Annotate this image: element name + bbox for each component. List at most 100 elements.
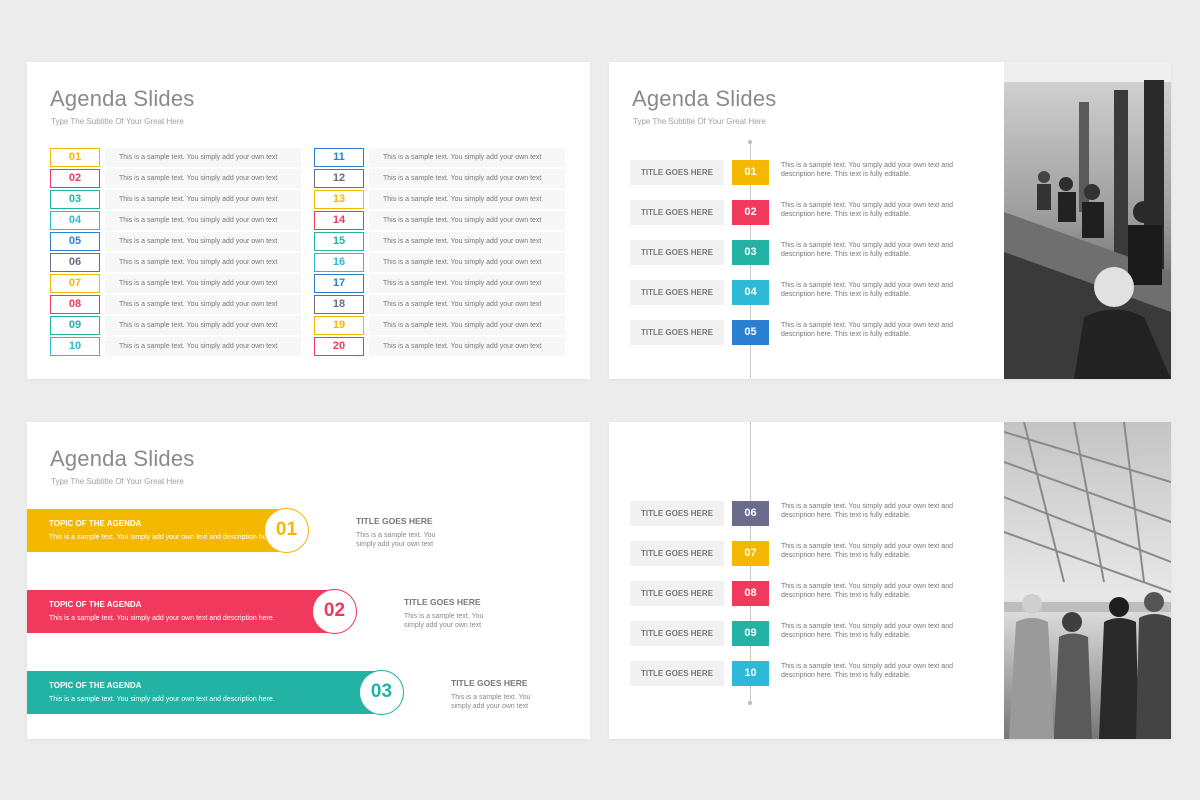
slide-subtitle: Type The Subtitle Of Your Great Here [51,477,184,486]
slide-subtitle: Type The Subtitle Of Your Great Here [633,117,766,126]
band-description: This is a sample text. You simply add yo… [49,534,275,541]
timeline-item-number: 07 [732,541,769,566]
timeline-item-number: 06 [732,501,769,526]
band-description: This is a sample text. You simply add yo… [49,615,275,622]
agenda-row: 06 This is a sample text. You simply add … [50,253,302,272]
agenda-row: 18 This is a sample text. You simply add … [314,295,566,314]
band-side-title: TITLE GOES HERE [356,516,433,526]
agenda-row: 16 This is a sample text. You simply add … [314,253,566,272]
agenda-number: 18 [314,295,364,314]
agenda-row: 19 This is a sample text. You simply add … [314,316,566,335]
slide-subtitle: Type The Subtitle Of Your Great Here [51,117,184,126]
timeline-item-title: TITLE GOES HERE [630,621,724,646]
office-photo [1004,422,1171,739]
agenda-number: 03 [50,190,100,209]
slide-agenda-bands[interactable]: Agenda Slides Type The Subtitle Of Your … [27,422,590,739]
agenda-row: 01 This is a sample text. You simply add … [50,148,302,167]
agenda-row: 15 This is a sample text. You simply add … [314,232,566,251]
agenda-row-text: This is a sample text. You simply add yo… [105,253,301,272]
agenda-number: 10 [50,337,100,356]
timeline-item-title: TITLE GOES HERE [630,200,724,225]
timeline-item-description: This is a sample text. You simply add yo… [781,623,953,639]
agenda-row: 02 This is a sample text. You simply add … [50,169,302,188]
agenda-row-text: This is a sample text. You simply add yo… [369,316,565,335]
timeline-item-number: 01 [732,160,769,185]
agenda-row: 07 This is a sample text. You simply add … [50,274,302,293]
timeline-item-description: This is a sample text. You simply add yo… [781,322,953,338]
timeline-item-description: This is a sample text. You simply add yo… [781,282,953,298]
agenda-row: 14 This is a sample text. You simply add … [314,211,566,230]
agenda-row-text: This is a sample text. You simply add yo… [369,253,565,272]
timeline-item-number: 02 [732,200,769,225]
timeline-item-description: This is a sample text. You simply add yo… [781,543,953,559]
timeline-item-description: This is a sample text. You simply add yo… [781,162,953,178]
agenda-row-text: This is a sample text. You simply add yo… [105,211,301,230]
agenda-row: 03 This is a sample text. You simply add … [50,190,302,209]
slide-agenda-timeline-2[interactable]: TITLE GOES HERE 06 This is a sample text. … [609,422,1171,739]
timeline-item-number: 08 [732,581,769,606]
slide-agenda-grid[interactable]: Agenda Slides Type The Subtitle Of Your … [27,62,590,379]
band-number-circle: 03 [359,670,404,715]
agenda-number: 04 [50,211,100,230]
agenda-number: 17 [314,274,364,293]
agenda-row: 12 This is a sample text. You simply add … [314,169,566,188]
agenda-number: 08 [50,295,100,314]
agenda-number: 13 [314,190,364,209]
agenda-topic-band: TOPIC OF THE AGENDA This is a sample text… [27,590,355,633]
agenda-number: 16 [314,253,364,272]
timeline-dot [748,140,752,144]
agenda-row: 09 This is a sample text. You simply add … [50,316,302,335]
meeting-photo-image [1004,62,1171,379]
agenda-number: 15 [314,232,364,251]
timeline-item-title: TITLE GOES HERE [630,240,724,265]
band-number-circle: 02 [312,589,357,634]
slide-title: Agenda Slides [50,446,195,471]
agenda-row: 08 This is a sample text. You simply add … [50,295,302,314]
agenda-row: 20 This is a sample text. You simply add … [314,337,566,356]
agenda-row: 05 This is a sample text. You simply add … [50,232,302,251]
band-topic-title: TOPIC OF THE AGENDA [49,681,142,690]
agenda-number: 14 [314,211,364,230]
band-side-description: This is a sample text. You simply add yo… [404,613,484,629]
timeline-item-title: TITLE GOES HERE [630,280,724,305]
agenda-number: 11 [314,148,364,167]
band-number-circle: 01 [264,508,309,553]
agenda-row-text: This is a sample text. You simply add yo… [105,274,301,293]
agenda-number: 02 [50,169,100,188]
agenda-row-text: This is a sample text. You simply add yo… [369,274,565,293]
timeline-item-number: 09 [732,621,769,646]
agenda-row: 11 This is a sample text. You simply add … [314,148,566,167]
agenda-row-text: This is a sample text. You simply add yo… [369,190,565,209]
timeline-item-title: TITLE GOES HERE [630,581,724,606]
agenda-number: 07 [50,274,100,293]
agenda-row-text: This is a sample text. You simply add yo… [369,169,565,188]
agenda-topic-band: TOPIC OF THE AGENDA This is a sample text… [27,671,402,714]
slide-agenda-timeline-1[interactable]: Agenda Slides Type The Subtitle Of Your … [609,62,1171,379]
timeline-dot [748,701,752,705]
band-side-title: TITLE GOES HERE [451,678,528,688]
agenda-row-text: This is a sample text. You simply add yo… [369,337,565,356]
agenda-row-text: This is a sample text. You simply add yo… [105,316,301,335]
agenda-number: 09 [50,316,100,335]
band-side-description: This is a sample text. You simply add yo… [356,532,436,548]
meeting-photo [1004,62,1171,379]
office-photo-image [1004,422,1171,739]
agenda-number: 05 [50,232,100,251]
agenda-row: 10 This is a sample text. You simply add … [50,337,302,356]
slide-title: Agenda Slides [632,86,777,111]
timeline-item-number: 04 [732,280,769,305]
band-topic-title: TOPIC OF THE AGENDA [49,600,142,609]
timeline-item-description: This is a sample text. You simply add yo… [781,242,953,258]
agenda-row-text: This is a sample text. You simply add yo… [105,232,301,251]
timeline-item-title: TITLE GOES HERE [630,160,724,185]
agenda-number: 19 [314,316,364,335]
agenda-row: 04 This is a sample text. You simply add … [50,211,302,230]
agenda-row-text: This is a sample text. You simply add yo… [105,295,301,314]
timeline-item-description: This is a sample text. You simply add yo… [781,503,953,519]
agenda-row-text: This is a sample text. You simply add yo… [105,148,301,167]
timeline-item-description: This is a sample text. You simply add yo… [781,663,953,679]
agenda-row-text: This is a sample text. You simply add yo… [369,148,565,167]
band-topic-title: TOPIC OF THE AGENDA [49,519,142,528]
agenda-row-text: This is a sample text. You simply add yo… [105,190,301,209]
agenda-row-text: This is a sample text. You simply add yo… [369,295,565,314]
